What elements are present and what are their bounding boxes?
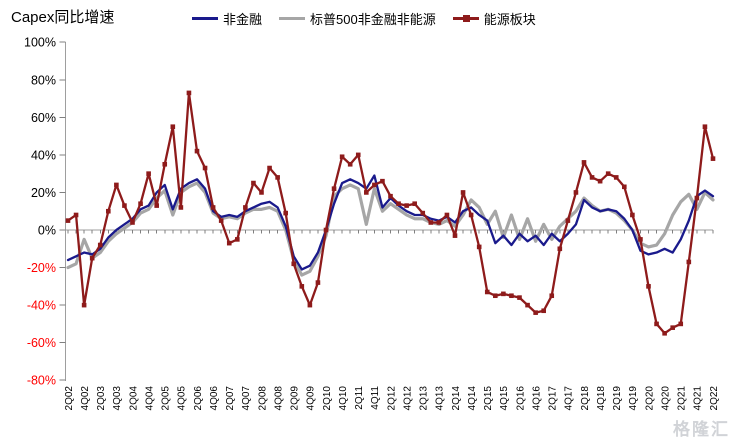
legend-label-sp500: 标普500非金融非能源 <box>310 12 436 27</box>
x-tick-label: 4Q06 <box>209 386 220 411</box>
legend-label-nonfinancial: 非金融 <box>223 12 263 27</box>
x-tick-label: 2Q06 <box>193 386 204 411</box>
x-tick-label: 4Q14 <box>467 386 478 411</box>
y-tick-label: 60% <box>31 111 56 125</box>
x-tick-label: 2Q10 <box>322 386 333 411</box>
y-tick-label: 100% <box>24 36 56 50</box>
x-tick-label: 4Q21 <box>693 386 704 411</box>
x-tick-label: 2Q21 <box>677 386 688 411</box>
legend-line-energy-icon <box>452 15 479 22</box>
x-tick-label: 4Q20 <box>660 386 671 411</box>
x-tick-label: 4Q05 <box>177 386 188 411</box>
x-tick-label: 2Q15 <box>483 386 494 411</box>
x-tick-label: 4Q04 <box>144 386 155 411</box>
y-axis: 100% 80% 60% 40% 20% 0% -20% -40% -60% -80% <box>24 36 66 388</box>
legend-line-sp500-icon <box>279 17 306 20</box>
x-tick-label: 2Q11 <box>354 386 365 410</box>
x-tick-label: 2Q13 <box>419 386 430 411</box>
watermark-gelonghui: 格隆汇 <box>673 420 730 439</box>
x-tick-label: 2Q05 <box>161 386 172 411</box>
x-tick-label: 2Q20 <box>644 386 655 411</box>
chart-title: Capex同比增速 <box>11 9 115 26</box>
x-tick-label: 4Q11 <box>370 386 381 410</box>
legend: 非金融 标普500非金融非能源 能源板块 <box>192 9 536 28</box>
y-tick-label: 40% <box>31 148 56 162</box>
x-tick-label: 2Q12 <box>386 386 397 411</box>
x-tick-label: 2Q22 <box>709 386 720 411</box>
x-tick-label: 2Q03 <box>96 386 107 411</box>
x-tick-label: 2Q16 <box>515 386 526 411</box>
x-tick-label: 4Q10 <box>338 386 349 411</box>
y-tick-label: -80% <box>27 374 56 388</box>
x-tick-label: 2Q08 <box>257 386 268 411</box>
x-tick-label: 2Q19 <box>612 386 623 411</box>
x-tick-label: 4Q02 <box>80 386 91 411</box>
y-tick-label: 80% <box>31 73 56 87</box>
y-tick-label: -20% <box>27 261 56 275</box>
y-tick-label: 0% <box>38 224 56 238</box>
x-tick-label: 4Q19 <box>628 386 639 411</box>
x-tick-label: 4Q13 <box>435 386 446 411</box>
x-tick-label: 4Q03 <box>112 386 123 411</box>
x-tick-label: 4Q09 <box>306 386 317 411</box>
x-tick-label: 2Q18 <box>580 386 591 411</box>
x-tick-label: 2Q14 <box>451 386 462 411</box>
x-tick-label: 2Q17 <box>548 386 559 411</box>
x-tick-label: 2Q09 <box>290 386 301 411</box>
x-tick-label: 2Q02 <box>64 386 75 411</box>
y-tick-label: 20% <box>31 186 56 200</box>
y-tick-label: -60% <box>27 336 56 350</box>
x-tick-label: 4Q15 <box>499 386 510 411</box>
x-tick-label: 4Q18 <box>596 386 607 411</box>
series-markers-能源板块 <box>65 90 716 336</box>
x-tick-label: 4Q12 <box>402 386 413 411</box>
legend-label-energy: 能源板块 <box>483 12 536 27</box>
y-tick-label: -40% <box>27 299 56 313</box>
x-tick-label: 4Q16 <box>531 386 542 411</box>
x-axis <box>65 229 714 234</box>
legend-line-nonfinancial-icon <box>192 17 218 20</box>
legend-item-nonfinancial: 非金融 <box>192 9 262 28</box>
x-tick-label: 2Q07 <box>225 386 236 411</box>
x-tick-labels: 2Q02 4Q02 2Q03 4Q03 2Q04 4Q04 2Q05 4Q05 2Q06 4Q06… <box>64 386 720 411</box>
x-tick-label: 4Q17 <box>564 386 575 411</box>
x-tick-label: 4Q07 <box>241 386 252 411</box>
x-tick-label: 4Q08 <box>273 386 284 411</box>
legend-item-sp500: 标普500非金融非能源 <box>279 9 436 28</box>
x-tick-label: 2Q04 <box>128 386 139 411</box>
legend-item-energy: 能源板块 <box>452 9 536 28</box>
